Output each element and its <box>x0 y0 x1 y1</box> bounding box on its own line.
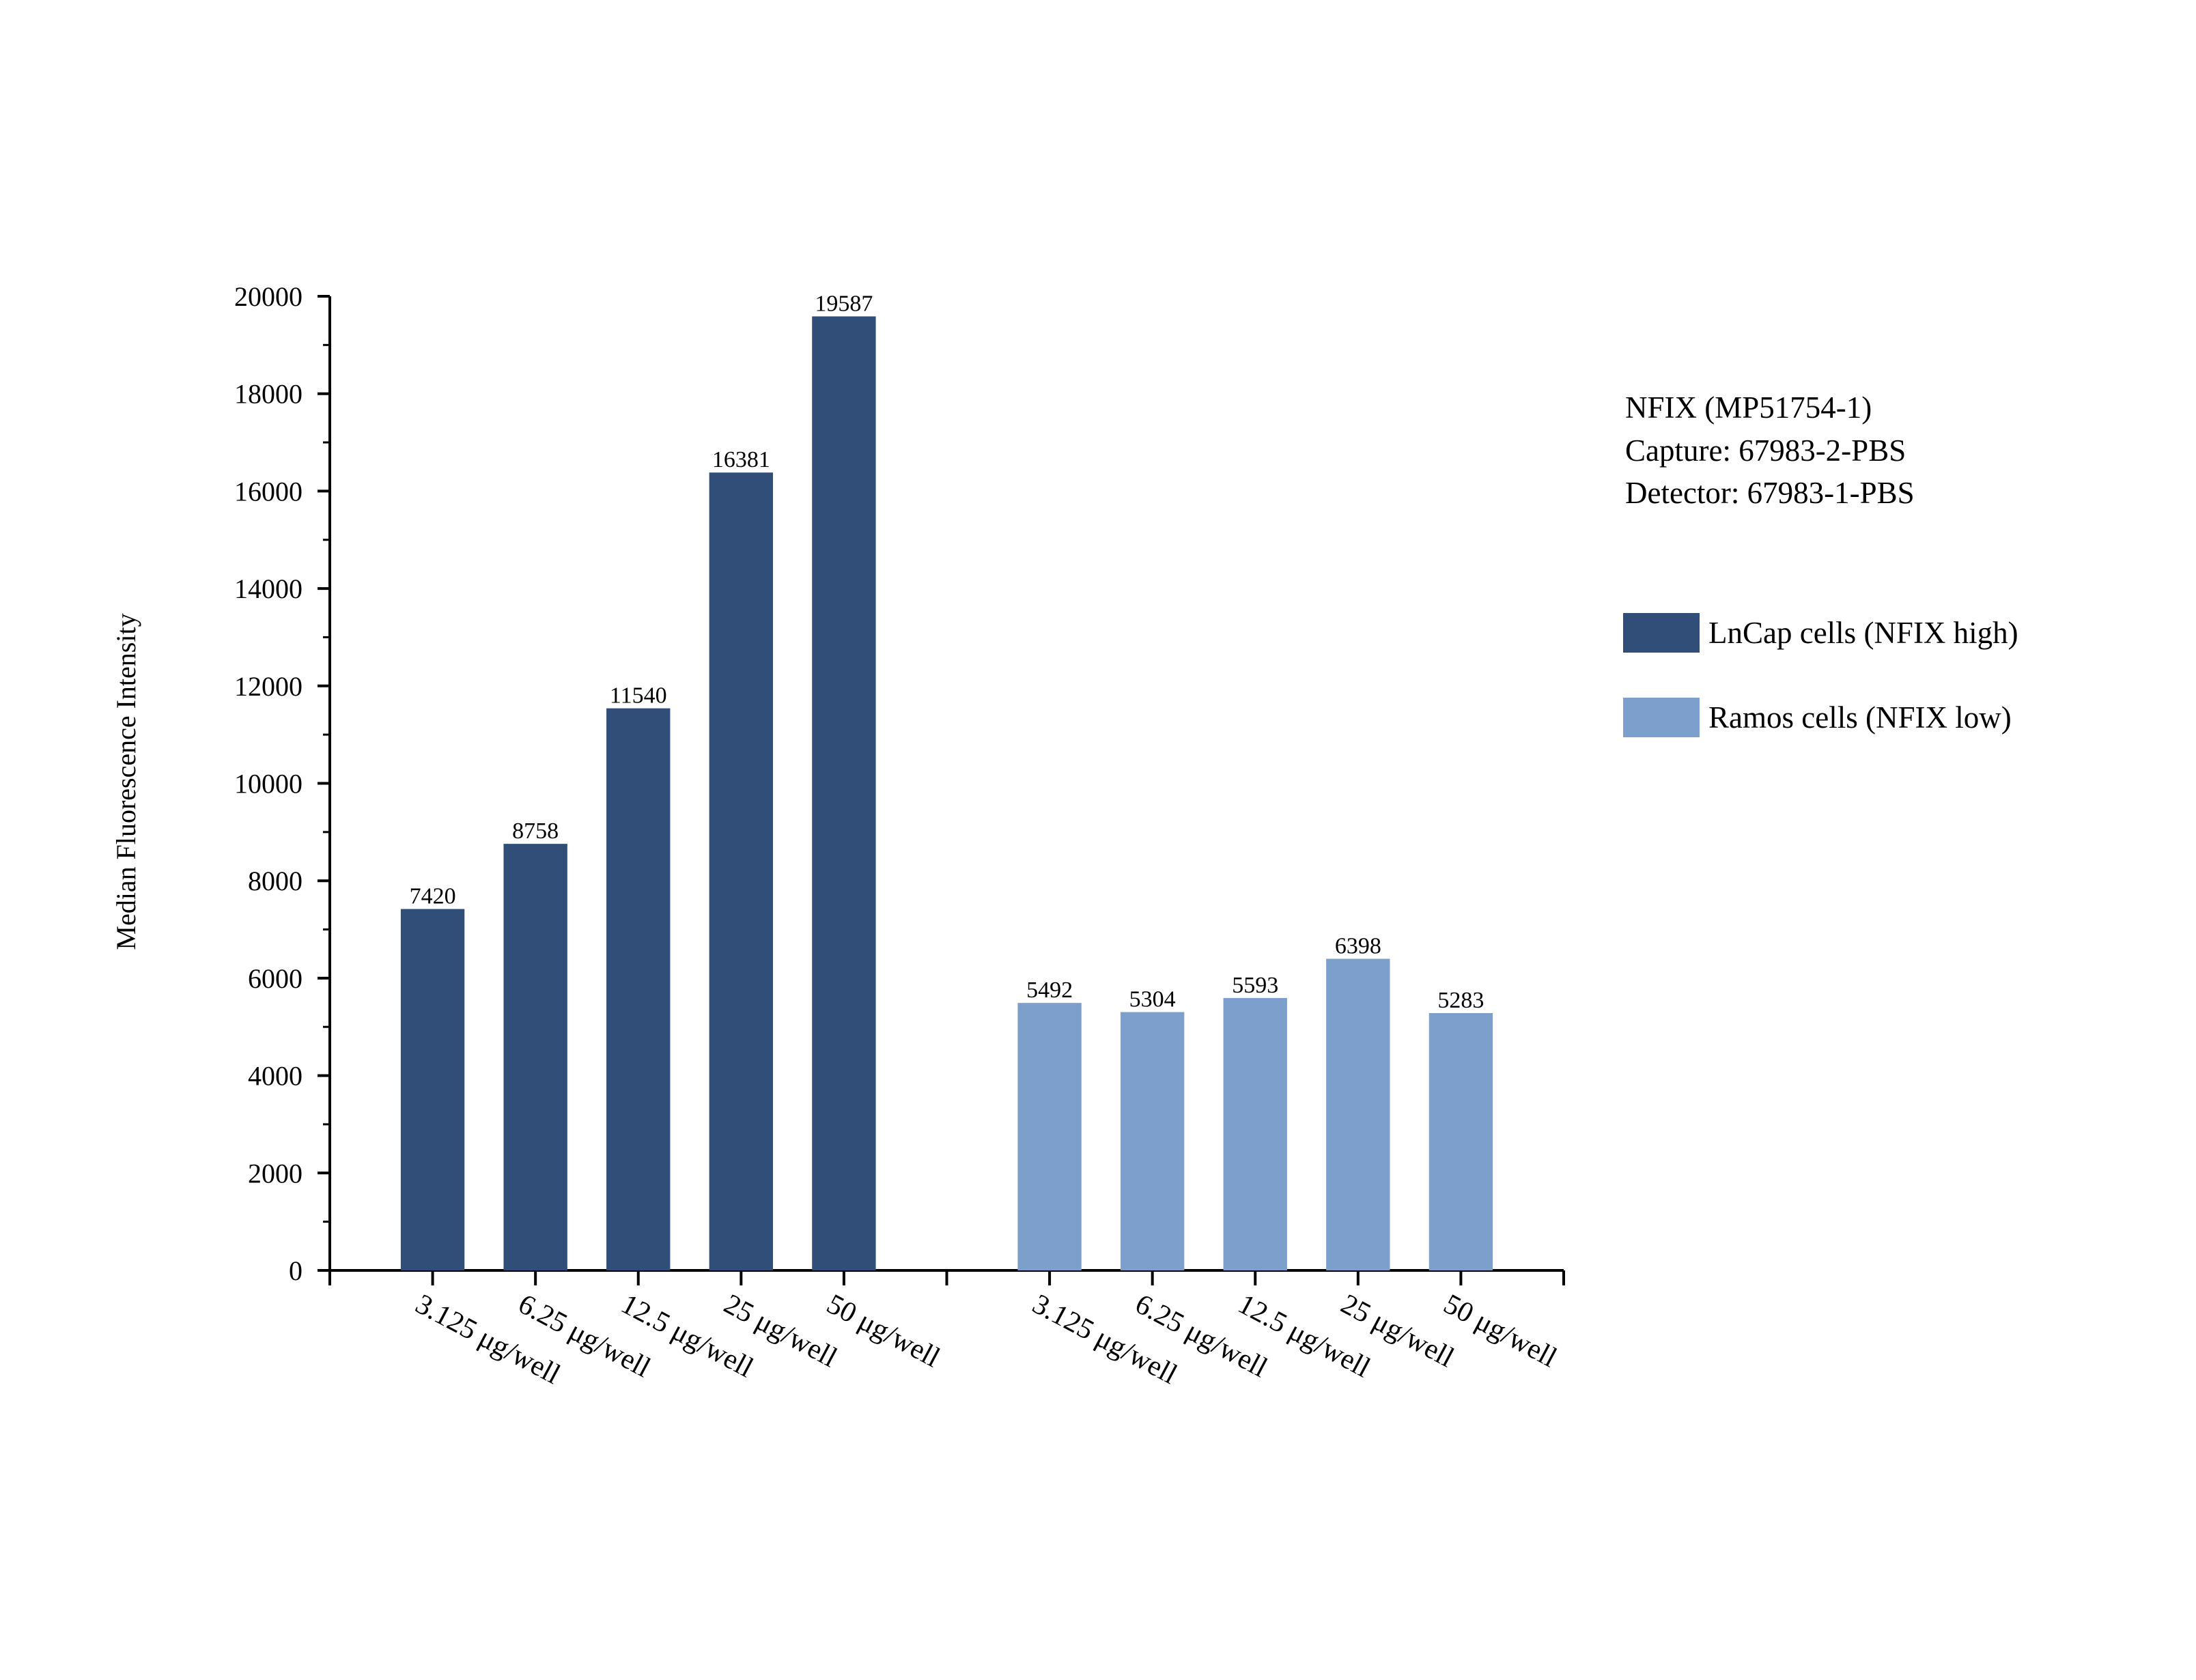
bar <box>812 316 876 1271</box>
bars <box>400 316 1493 1271</box>
bar <box>1017 1003 1082 1270</box>
y-tick-label: 18000 <box>234 379 302 410</box>
data-label: 6398 <box>1335 934 1381 959</box>
y-tick-label: 12000 <box>234 671 302 702</box>
bar <box>400 909 465 1270</box>
annotation-line-1: NFIX (MP51754-1) <box>1625 390 1872 425</box>
bar <box>1120 1012 1185 1270</box>
annotation-line-2: Capture: 67983-2-PBS <box>1625 433 1906 468</box>
y-tick-label: 2000 <box>248 1158 302 1188</box>
bar <box>503 844 567 1270</box>
data-label: 19587 <box>815 291 873 316</box>
y-tick-label: 6000 <box>248 963 302 994</box>
data-labels: 7420 8758 11540 16381 19587 5492 5304 5593 6398 5… <box>410 291 1484 1013</box>
y-tick-label: 16000 <box>234 476 302 507</box>
annotation: NFIX (MP51754-1) Capture: 67983-2-PBS De… <box>1625 390 1915 510</box>
data-label: 5593 <box>1232 973 1278 998</box>
y-tick-label: 20000 <box>234 281 302 312</box>
data-label: 7420 <box>410 884 456 909</box>
x-tick-label: 50 μg/well <box>821 1288 945 1373</box>
data-label: 16381 <box>712 447 770 472</box>
data-label: 8758 <box>512 818 559 844</box>
legend-label: Ramos cells (NFIX low) <box>1708 700 2012 735</box>
annotation-line-3: Detector: 67983-1-PBS <box>1625 476 1915 510</box>
y-tick-label: 8000 <box>248 866 302 896</box>
data-label: 5304 <box>1129 987 1176 1012</box>
y-tick-label: 0 <box>289 1255 302 1286</box>
data-label: 5283 <box>1437 988 1484 1013</box>
x-axis <box>328 1269 1565 1285</box>
data-label: 11540 <box>610 683 667 709</box>
y-axis: 0 2000 4000 6000 8000 10000 12000 14000 16000 180… <box>234 281 331 1286</box>
legend-swatch <box>1623 698 1700 737</box>
legend-label: LnCap cells (NFIX high) <box>1708 616 2018 650</box>
data-label: 5492 <box>1026 978 1073 1003</box>
bar <box>1223 997 1287 1270</box>
y-tick-label: 10000 <box>234 769 302 799</box>
y-tick-label: 14000 <box>234 573 302 604</box>
y-tick-label: 4000 <box>248 1061 302 1092</box>
bar <box>709 472 774 1271</box>
y-axis-label: Median Fluorescence Intensity <box>111 613 141 950</box>
bar <box>606 708 671 1270</box>
bar <box>1326 958 1390 1270</box>
legend: LnCap cells (NFIX high) Ramos cells (NFIX… <box>1623 613 2018 737</box>
legend-swatch <box>1623 613 1700 653</box>
x-tick-label: 50 μg/well <box>1439 1288 1562 1373</box>
bar <box>1428 1013 1493 1270</box>
